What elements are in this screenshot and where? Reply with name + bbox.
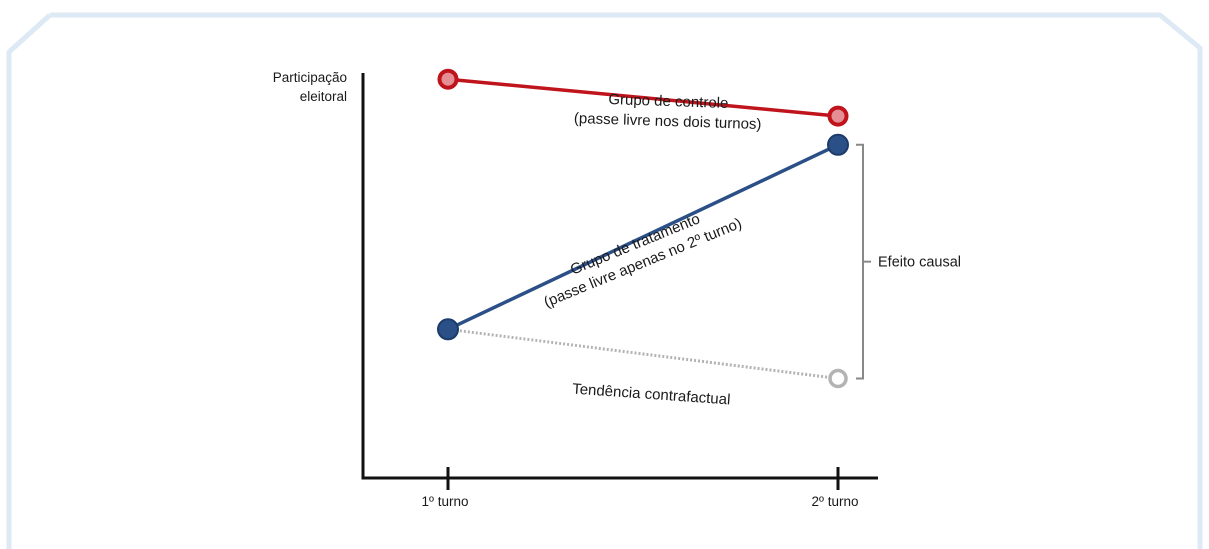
series-markers — [437, 68, 849, 389]
y-axis-label-line: Participação — [273, 70, 347, 85]
control-point — [827, 105, 849, 127]
control-point — [437, 68, 459, 90]
y-axis-label: Participação eleitoral — [273, 70, 347, 104]
series-labels: Grupo de controle(passe livre nos dois t… — [541, 91, 762, 409]
control-line — [447, 77, 839, 118]
effect-bracket — [856, 143, 864, 380]
series-lines — [447, 77, 839, 380]
effect-label: Efeito causal — [878, 255, 961, 271]
x-tick-label: 2º turno — [812, 494, 859, 509]
x-axis-ticks: 1º turno 2º turno — [422, 467, 859, 509]
control-label: Grupo de controle(passe livre nos dois t… — [574, 91, 762, 133]
y-axis-label-line: eleitoral — [300, 89, 347, 104]
counterfactual-line — [447, 327, 839, 380]
annotations: Efeito causal — [856, 143, 961, 380]
treatment-point — [827, 133, 849, 156]
x-tick-label: 1º turno — [422, 494, 469, 509]
counterfactual-point — [828, 368, 848, 389]
treatment-label: Grupo de tratamento(passe livre apenas n… — [541, 210, 744, 311]
counterfactual-label-line: Tendência contrafactual — [572, 381, 731, 409]
treatment-point — [437, 318, 459, 341]
counterfactual-label: Tendência contrafactual — [572, 381, 731, 409]
control-label-line: Grupo de controle — [608, 91, 729, 112]
control-label-line: (passe livre nos dois turnos) — [574, 110, 762, 133]
treatment-line — [447, 143, 839, 331]
frame-border — [6, 12, 1203, 549]
